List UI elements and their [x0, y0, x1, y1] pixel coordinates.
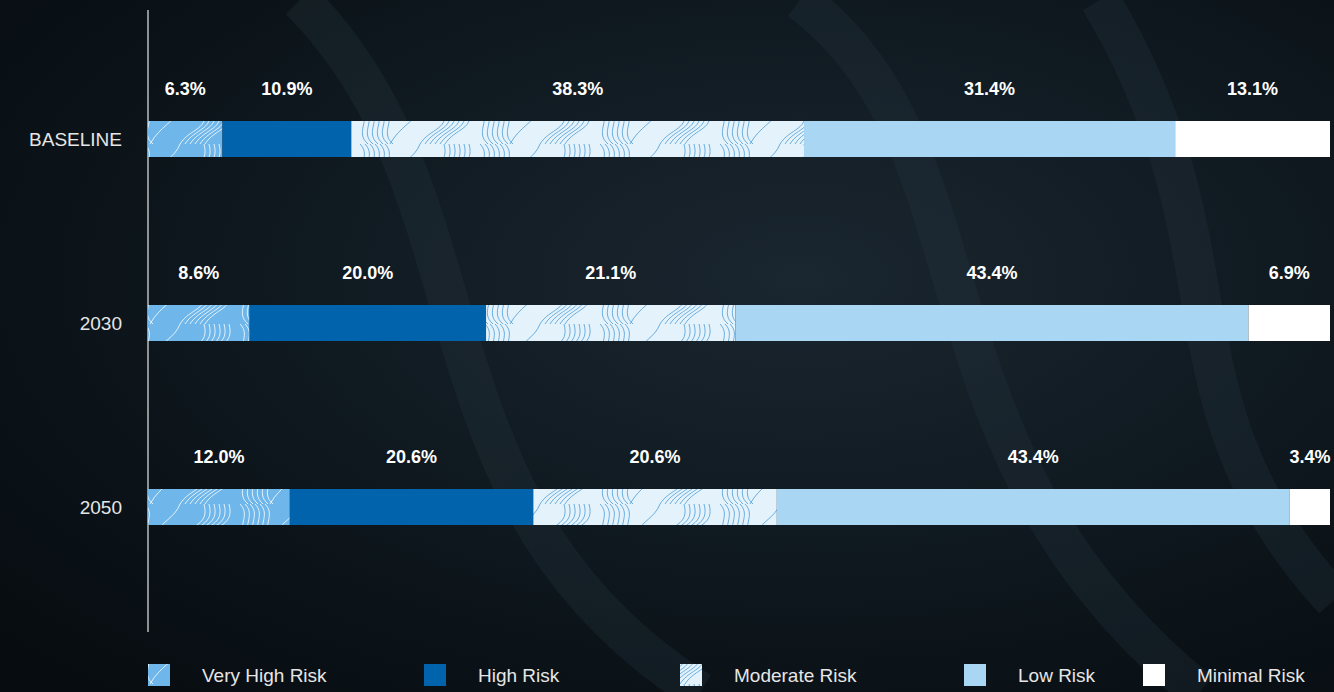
data-label: 10.9%: [261, 79, 312, 99]
data-label: 13.1%: [1227, 79, 1278, 99]
data-label: 43.4%: [1008, 447, 1059, 467]
bar-segment: [486, 305, 735, 341]
bar-segment: [290, 489, 533, 525]
data-label: 20.6%: [386, 447, 437, 467]
bar-segment: [804, 121, 1175, 157]
bar-segment: [533, 489, 776, 525]
data-label: 3.4%: [1289, 447, 1330, 467]
data-label: 21.1%: [585, 263, 636, 283]
bars: [148, 121, 1330, 525]
legend: Very High Risk High Risk Moderate Risk Low …: [148, 664, 1305, 686]
bar-segment: [148, 121, 222, 157]
background-texture: [300, 0, 1334, 692]
swirl: [300, 0, 700, 692]
bar-segment: [735, 305, 1248, 341]
background: [0, 0, 1334, 692]
legend-swatch: [964, 664, 986, 686]
bar-segment: [777, 489, 1290, 525]
legend-label: High Risk: [478, 665, 560, 686]
data-label: 12.0%: [193, 447, 244, 467]
data-label: 31.4%: [964, 79, 1015, 99]
bar-segment: [1175, 121, 1330, 157]
data-label: 20.0%: [342, 263, 393, 283]
bar-segment: [148, 305, 250, 341]
bar-segment: [351, 121, 804, 157]
bar-segment: [222, 121, 351, 157]
data-label: 38.3%: [552, 79, 603, 99]
legend-label: Minimal Risk: [1197, 665, 1305, 686]
category-label: 2050: [80, 497, 122, 518]
bar-segment: [1290, 489, 1330, 525]
legend-label: Low Risk: [1018, 665, 1096, 686]
labels: BASELINE 6.3% 10.9% 38.3% 31.4% 13.1% 2030 8.6%…: [29, 79, 1330, 518]
category-label: 2030: [80, 313, 122, 334]
category-label: BASELINE: [29, 129, 122, 150]
legend-swatch: [148, 664, 170, 686]
data-label: 8.6%: [178, 263, 219, 283]
data-label: 6.3%: [165, 79, 206, 99]
legend-label: Very High Risk: [202, 665, 327, 686]
chart: BASELINE 6.3% 10.9% 38.3% 31.4% 13.1% 2030 8.6%…: [0, 0, 1334, 692]
legend-swatch: [424, 664, 446, 686]
legend-swatch: [1143, 664, 1165, 686]
legend-label: Moderate Risk: [734, 665, 857, 686]
data-label: 6.9%: [1269, 263, 1310, 283]
bar-segment: [250, 305, 486, 341]
legend-swatch: [680, 664, 702, 686]
data-label: 43.4%: [966, 263, 1017, 283]
bar-segment: [148, 489, 290, 525]
bar-segment: [1248, 305, 1330, 341]
data-label: 20.6%: [630, 447, 681, 467]
